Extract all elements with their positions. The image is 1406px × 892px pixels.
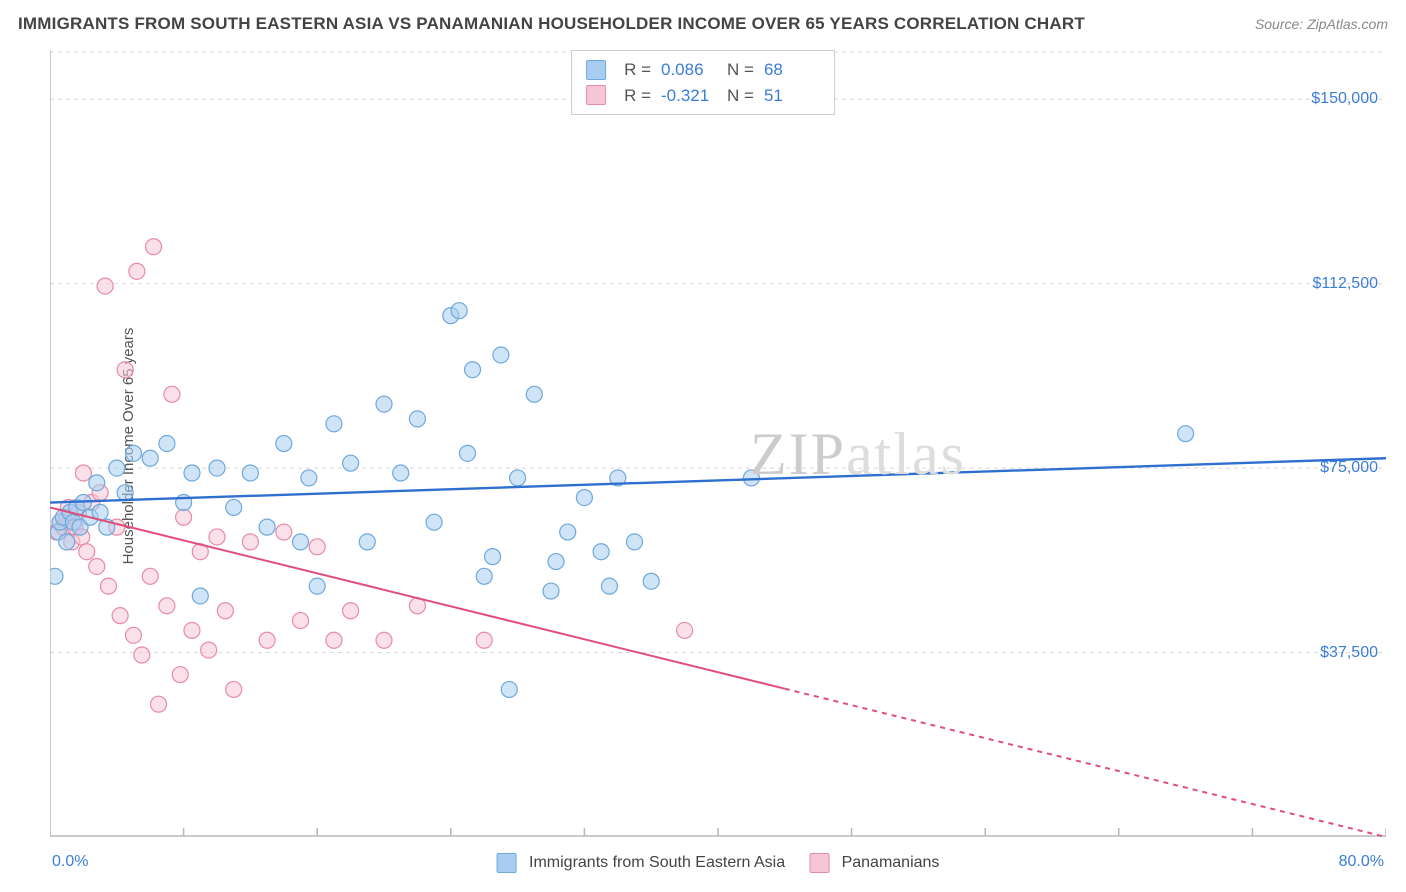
stat-N-val-pan: 51 — [764, 83, 820, 109]
stat-R-val-pan: -0.321 — [661, 83, 717, 109]
y-tick-label: $112,500 — [1312, 275, 1378, 293]
legend-swatch-sea — [497, 853, 517, 873]
stats-row-pan: R = -0.321 N = 51 — [586, 83, 820, 109]
plot-area — [50, 50, 1386, 837]
chart-title: IMMIGRANTS FROM SOUTH EASTERN ASIA VS PA… — [18, 14, 1085, 34]
x-axis-area: 0.0% Immigrants from South Eastern Asia … — [50, 847, 1386, 877]
y-tick-label: $75,000 — [1320, 459, 1378, 477]
scatter-plot-svg — [50, 50, 1386, 837]
stat-R-val-sea: 0.086 — [661, 57, 717, 83]
legend-item-pan: Panamanians — [809, 853, 939, 873]
y-tick-label: $37,500 — [1320, 644, 1378, 662]
legend-label-pan: Panamanians — [842, 854, 940, 871]
stat-N-val-sea: 68 — [764, 57, 820, 83]
chart-header: IMMIGRANTS FROM SOUTH EASTERN ASIA VS PA… — [0, 0, 1406, 40]
chart-source: Source: ZipAtlas.com — [1255, 16, 1388, 32]
x-min-label: 0.0% — [52, 853, 88, 871]
swatch-sea — [586, 60, 606, 80]
stat-N-label-sea: N = — [727, 57, 754, 83]
x-max-label: 80.0% — [1339, 853, 1384, 871]
stat-R-label-sea: R = — [624, 57, 651, 83]
legend-label-sea: Immigrants from South Eastern Asia — [529, 854, 785, 871]
stat-R-label-pan: R = — [624, 83, 651, 109]
y-tick-label: $150,000 — [1311, 90, 1378, 108]
stats-legend-box: R = 0.086 N = 68 R = -0.321 N = 51 — [571, 50, 835, 115]
stat-N-label-pan: N = — [727, 83, 754, 109]
bottom-legend: Immigrants from South Eastern Asia Panam… — [497, 853, 940, 873]
legend-item-sea: Immigrants from South Eastern Asia — [497, 853, 786, 873]
stats-row-sea: R = 0.086 N = 68 — [586, 57, 820, 83]
swatch-pan — [586, 85, 606, 105]
legend-swatch-pan — [809, 853, 829, 873]
